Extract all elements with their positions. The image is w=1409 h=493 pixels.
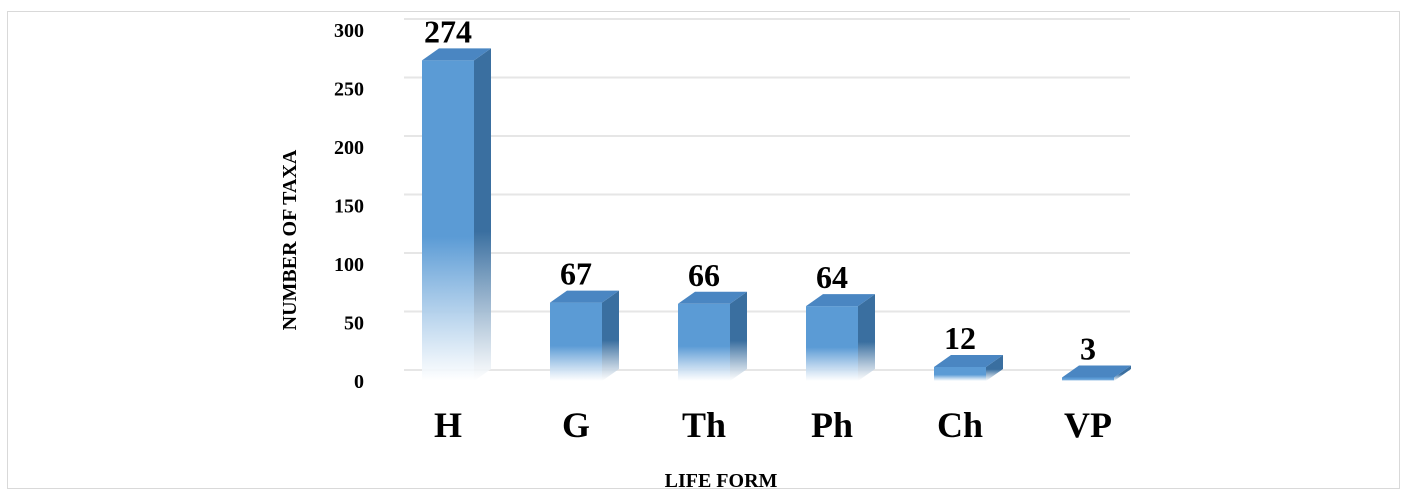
data-labels: 274 67 66 64 12 3: [424, 13, 1096, 366]
y-tick-label: 150: [334, 196, 364, 218]
data-label: 66: [688, 257, 720, 293]
bar-Ch: [934, 354, 1003, 381]
bar-side: [858, 294, 875, 381]
bar-side: [1114, 365, 1131, 381]
bar-front: [678, 303, 730, 381]
y-tick-label: 200: [334, 137, 364, 159]
bar-Th: [678, 291, 747, 381]
bar-H: [422, 48, 491, 382]
bar-top: [678, 291, 747, 304]
x-tick-label: Ph: [811, 405, 853, 445]
bar-Ph: [806, 294, 875, 381]
bar-side: [986, 354, 1003, 381]
x-tick-label: VP: [1064, 405, 1112, 445]
bar-side: [474, 48, 491, 382]
bar-top: [1062, 365, 1131, 378]
x-tick-label: H: [434, 405, 462, 445]
bar-front: [550, 302, 602, 381]
y-tick-label: 250: [334, 79, 364, 101]
data-label: 67: [560, 256, 592, 292]
data-label: 274: [424, 13, 472, 49]
x-axis-title: LIFE FORM: [665, 470, 778, 492]
bar-G: [550, 290, 619, 381]
bar-side: [730, 291, 747, 381]
y-axis-ticks: 0 50 100 150 200 250 300: [334, 20, 364, 393]
y-tick-label: 50: [344, 313, 364, 335]
y-axis-title: NUMBER OF TAXA: [279, 149, 301, 330]
data-label: 3: [1080, 330, 1096, 366]
bar-front: [422, 60, 474, 382]
bar-top: [806, 294, 875, 307]
bar-front: [806, 306, 858, 381]
bar-front: [934, 366, 986, 381]
chart-frame: [7, 11, 1400, 489]
bar-side: [602, 290, 619, 381]
x-axis-ticks: H G Th Ph Ch VP: [434, 405, 1112, 445]
gridlines: [404, 18, 1130, 371]
bar-top: [422, 48, 491, 61]
bar-VP: [1062, 365, 1131, 381]
x-tick-label: Th: [682, 405, 726, 445]
y-tick-label: 100: [334, 254, 364, 276]
data-label: 64: [816, 259, 848, 295]
x-tick-label: G: [562, 405, 590, 445]
y-tick-label: 300: [334, 20, 364, 42]
bar-front: [1062, 377, 1114, 381]
data-label: 12: [944, 320, 976, 356]
x-tick-label: Ch: [937, 405, 983, 445]
bar-top: [550, 290, 619, 303]
bars: [422, 48, 1131, 382]
y-tick-label: 0: [354, 371, 364, 393]
bar-top: [934, 354, 1003, 367]
